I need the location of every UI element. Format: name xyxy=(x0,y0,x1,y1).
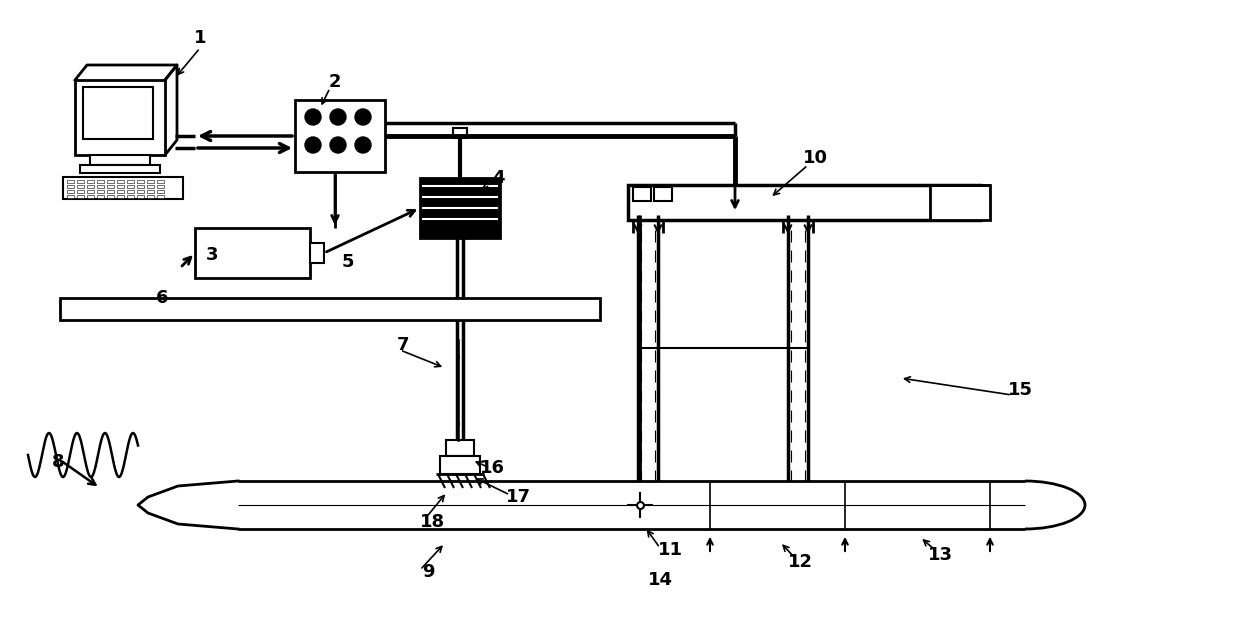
Bar xyxy=(87,185,94,188)
Text: 11: 11 xyxy=(657,541,682,559)
Bar xyxy=(148,195,154,198)
Bar xyxy=(148,180,154,183)
Text: 12: 12 xyxy=(787,553,812,571)
Bar xyxy=(420,178,500,238)
Bar xyxy=(67,195,74,198)
Circle shape xyxy=(305,137,321,153)
Bar xyxy=(157,195,164,198)
Bar xyxy=(310,243,324,263)
Circle shape xyxy=(355,109,371,125)
Bar xyxy=(136,195,144,198)
Bar xyxy=(83,87,153,139)
Bar xyxy=(117,190,124,193)
Circle shape xyxy=(330,137,346,153)
Bar xyxy=(157,185,164,188)
Circle shape xyxy=(305,109,321,125)
Bar xyxy=(440,456,480,474)
Bar xyxy=(107,190,114,193)
Bar xyxy=(77,190,84,193)
Text: 10: 10 xyxy=(802,149,827,167)
Bar xyxy=(157,180,164,183)
Text: 15: 15 xyxy=(1007,381,1033,399)
Bar xyxy=(97,190,104,193)
Bar xyxy=(87,195,94,198)
Bar xyxy=(126,180,134,183)
Text: 18: 18 xyxy=(419,513,445,531)
Bar xyxy=(74,80,165,155)
Text: 1: 1 xyxy=(193,29,206,47)
Bar xyxy=(77,195,84,198)
Bar xyxy=(81,165,160,173)
Text: 7: 7 xyxy=(397,336,409,354)
Text: 14: 14 xyxy=(647,571,672,589)
Bar xyxy=(195,228,310,278)
Bar xyxy=(117,185,124,188)
Bar xyxy=(77,185,84,188)
Bar xyxy=(136,185,144,188)
Bar xyxy=(87,180,94,183)
Bar xyxy=(157,190,164,193)
Bar xyxy=(653,187,672,201)
Bar xyxy=(60,298,600,320)
Bar xyxy=(148,190,154,193)
Text: 13: 13 xyxy=(928,546,952,564)
Text: 3: 3 xyxy=(206,246,218,264)
Bar xyxy=(117,195,124,198)
Bar xyxy=(87,190,94,193)
Bar xyxy=(453,128,467,138)
Bar xyxy=(446,440,474,456)
Bar xyxy=(97,185,104,188)
Bar xyxy=(67,180,74,183)
Bar xyxy=(97,195,104,198)
Bar xyxy=(627,185,980,220)
Bar xyxy=(67,185,74,188)
Bar xyxy=(930,185,990,220)
Text: 8: 8 xyxy=(52,453,64,471)
Bar xyxy=(148,185,154,188)
Text: 4: 4 xyxy=(492,169,505,187)
Text: 9: 9 xyxy=(422,563,434,581)
Text: 16: 16 xyxy=(480,459,505,477)
Text: 17: 17 xyxy=(506,488,531,506)
Bar xyxy=(107,180,114,183)
Bar xyxy=(63,177,184,199)
Bar xyxy=(91,155,150,165)
Text: 2: 2 xyxy=(329,73,341,91)
Bar xyxy=(107,185,114,188)
Bar xyxy=(136,190,144,193)
Bar xyxy=(67,190,74,193)
Bar xyxy=(136,180,144,183)
Bar xyxy=(97,180,104,183)
Text: 5: 5 xyxy=(342,253,355,271)
Bar xyxy=(126,185,134,188)
Circle shape xyxy=(355,137,371,153)
Circle shape xyxy=(330,109,346,125)
Bar xyxy=(126,190,134,193)
Bar xyxy=(632,187,651,201)
Bar xyxy=(107,195,114,198)
Text: 6: 6 xyxy=(156,289,169,307)
Bar xyxy=(295,100,384,172)
Bar xyxy=(77,180,84,183)
Bar xyxy=(126,195,134,198)
Bar xyxy=(117,180,124,183)
